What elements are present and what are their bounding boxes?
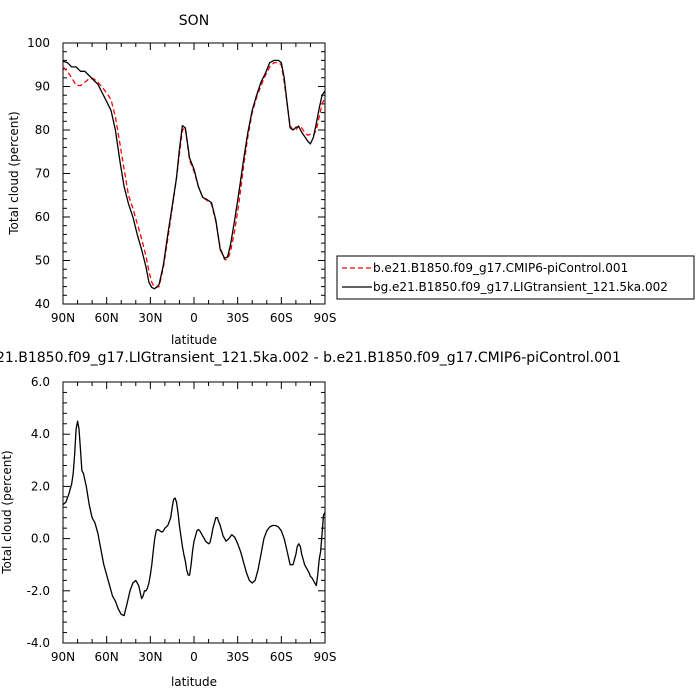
top-y-axis-label: Total cloud (percent) <box>7 111 21 235</box>
top-x-axis-label: latitude <box>171 333 217 347</box>
bottom-y-axis-label: Total cloud (percent) <box>0 450 14 574</box>
x-tick-label: 90N <box>51 311 75 325</box>
y-tick-label: 60 <box>35 210 50 224</box>
x-tick-label: 0 <box>190 650 198 664</box>
legend: b.e21.B1850.f09_g17.CMIP6-piControl.001 … <box>336 255 695 300</box>
x-tick-label: 90N <box>51 650 75 664</box>
bottom-panel: bg.e21.B1850.f09_g17.LIGtransient_121.5k… <box>0 350 621 689</box>
x-tick-label: 60N <box>95 650 119 664</box>
top-y-tick-labels: 40 50 60 70 80 90 100 <box>27 36 50 311</box>
y-tick-label: 40 <box>35 297 50 311</box>
y-tick-label: -4.0 <box>27 636 50 650</box>
top-panel: SON 90N 60N 30N 0 30S 60S 90S 405060708090100 … <box>7 13 336 347</box>
y-tick-label: 80 <box>35 123 50 137</box>
x-tick-label: 0 <box>190 311 198 325</box>
series-line-0-1 <box>62 59 326 290</box>
y-tick-label: 6.0 <box>31 375 50 389</box>
bottom-x-axis-label: latitude <box>171 675 217 689</box>
bottom-x-tick-labels: 90N 60N 30N 0 30S 60S 90S <box>51 650 337 664</box>
series-line-1-0 <box>62 420 326 617</box>
y-tick-label: 4.0 <box>31 427 50 441</box>
y-tick-label: 0.0 <box>31 532 50 546</box>
legend-label-LIGtransient: bg.e21.B1850.f09_g17.LIGtransient_121.5k… <box>373 280 668 294</box>
bottom-chart-title: bg.e21.B1850.f09_g17.LIGtransient_121.5k… <box>0 350 621 366</box>
x-tick-label: 30N <box>138 311 162 325</box>
x-tick-label: 30S <box>226 311 249 325</box>
top-x-tick-labels: 90N 60N 30N 0 30S 60S 90S <box>51 311 337 325</box>
bottom-series-lines <box>62 420 326 617</box>
legend-box <box>336 255 695 300</box>
top-plot-frame <box>62 42 326 305</box>
y-tick-label: -2.0 <box>27 584 50 598</box>
top-series-lines <box>62 59 326 290</box>
y-tick-label: 100 <box>27 36 50 50</box>
x-tick-label: 60N <box>95 311 119 325</box>
y-tick-label: 2.0 <box>31 479 50 493</box>
x-tick-label: 60S <box>270 650 293 664</box>
x-tick-label: 90S <box>314 650 337 664</box>
x-tick-label: 30N <box>138 650 162 664</box>
y-tick-label: 50 <box>35 254 50 268</box>
bottom-tick-marks <box>62 381 326 644</box>
x-tick-label: 60S <box>270 311 293 325</box>
top-chart-title: SON <box>179 13 209 29</box>
bottom-plot-frame <box>62 381 326 644</box>
bottom-y-tick-labels: -4.0 -2.0 0.0 2.0 4.0 6.0 <box>27 375 50 650</box>
y-tick-label: 70 <box>35 167 50 181</box>
x-tick-label: 30S <box>226 650 249 664</box>
x-tick-label: 90S <box>314 311 337 325</box>
y-tick-label: 90 <box>35 80 50 94</box>
top-tick-marks <box>62 42 326 305</box>
legend-label-piControl: b.e21.B1850.f09_g17.CMIP6-piControl.001 <box>373 261 628 275</box>
